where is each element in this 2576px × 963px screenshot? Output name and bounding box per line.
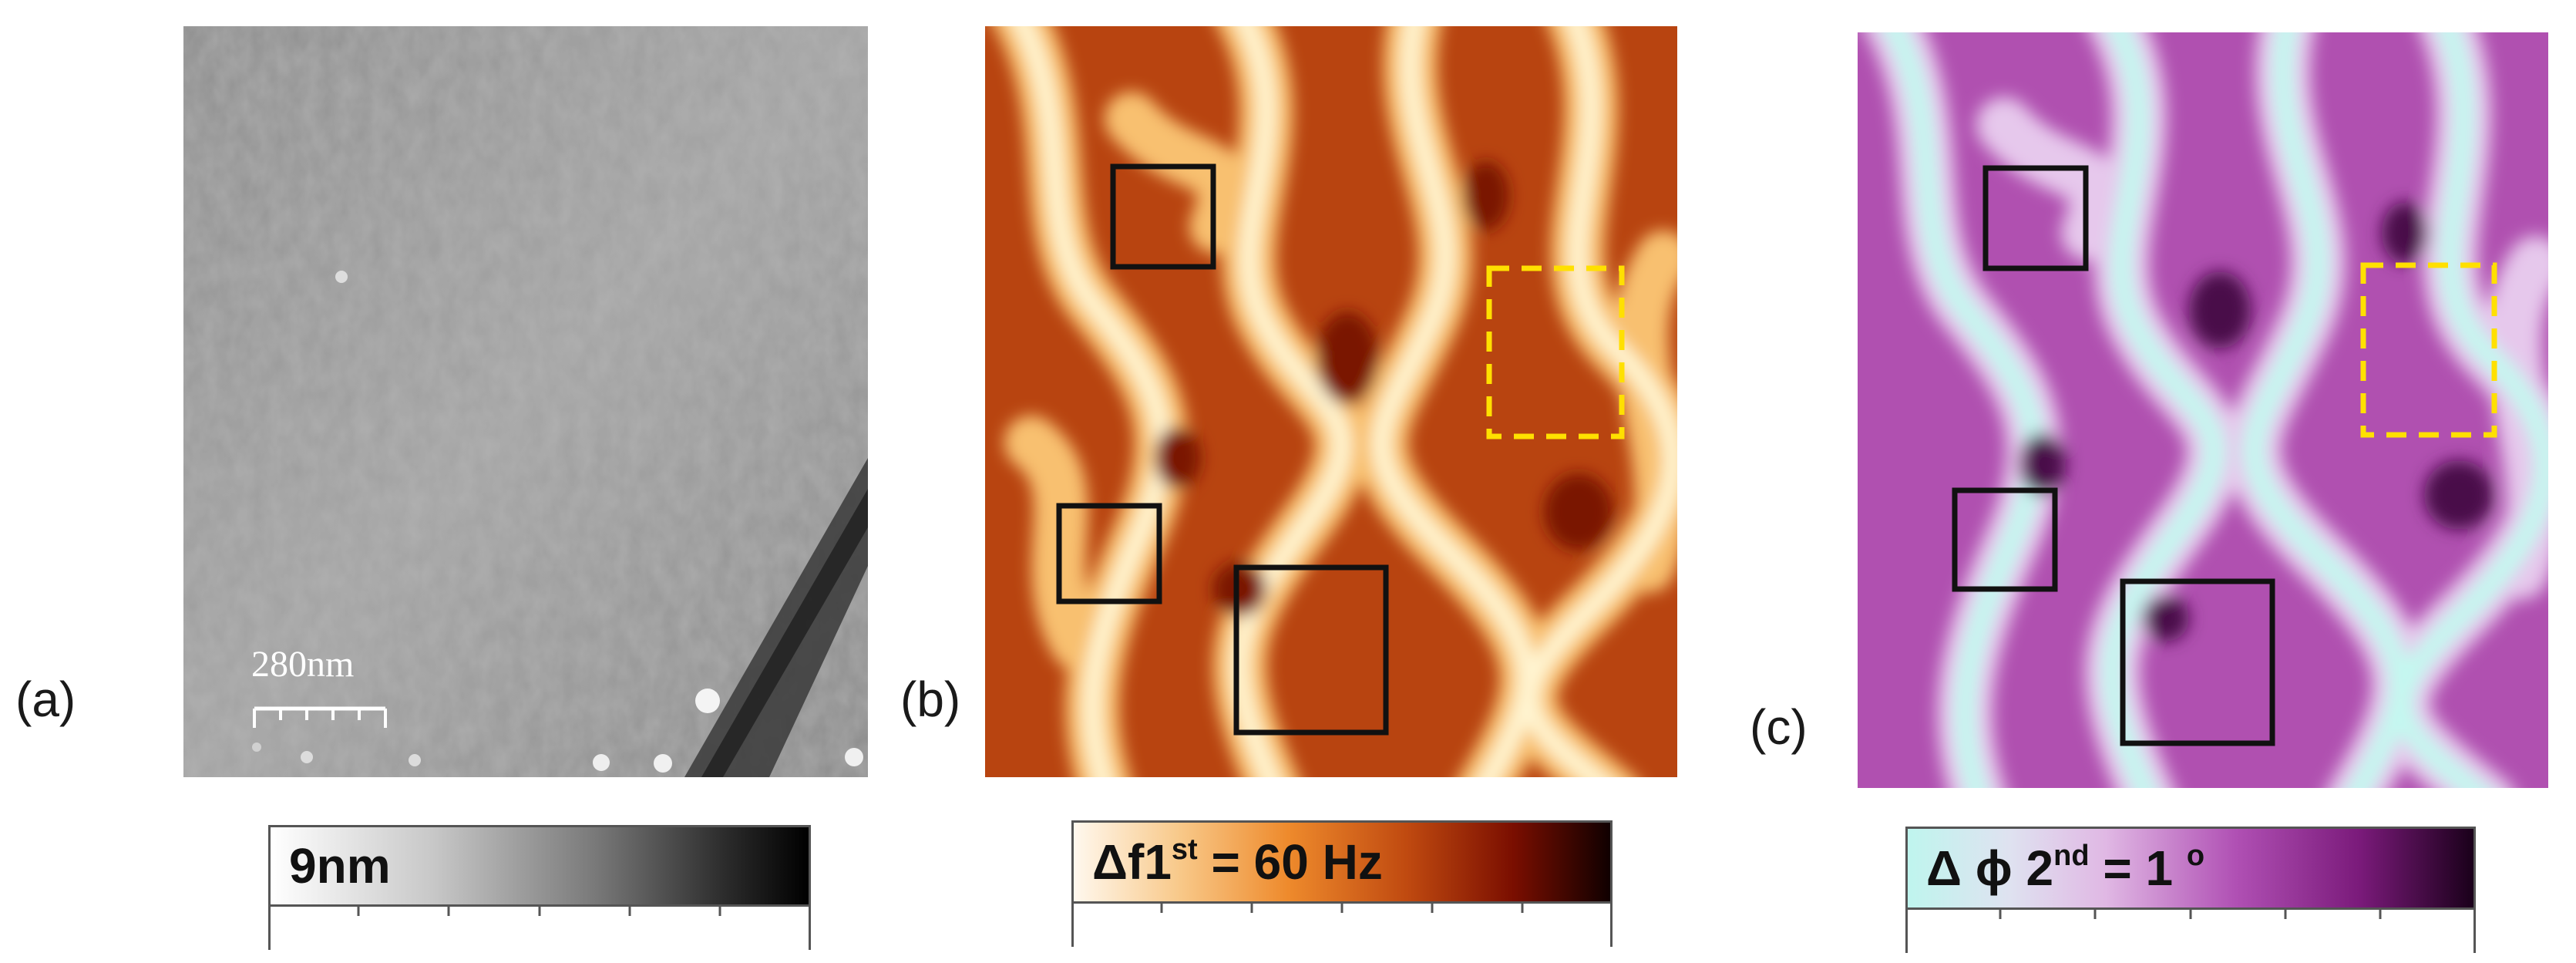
- colorbar-phase: Δ ϕ 2nd = 1 o: [1905, 827, 2476, 910]
- frequency-shift-image: [985, 26, 1677, 777]
- panel-label-c: (c): [1750, 699, 1808, 755]
- scalebar-label: 280nm: [251, 644, 355, 685]
- colorbar-frequency-shift-label: Δf1st = 60 Hz: [1092, 833, 1383, 890]
- colorbar-phase-ticks: [1905, 910, 2476, 953]
- panel-label-a: (a): [15, 672, 76, 727]
- phase-image: [1858, 32, 2548, 788]
- topography-image: 280nm: [183, 26, 868, 777]
- colorbar-frequency-shift: Δf1st = 60 Hz: [1071, 820, 1613, 904]
- colorbar-frequency-shift-ticks: [1071, 904, 1613, 947]
- colorbar-topography-ticks: [268, 907, 811, 950]
- colorbar-topography-label: 9nm: [289, 838, 391, 894]
- panel-label-b: (b): [900, 672, 961, 727]
- colorbar-topography: 9nm: [268, 825, 811, 907]
- colorbar-phase-label: Δ ϕ 2nd = 1 o: [1926, 840, 2205, 896]
